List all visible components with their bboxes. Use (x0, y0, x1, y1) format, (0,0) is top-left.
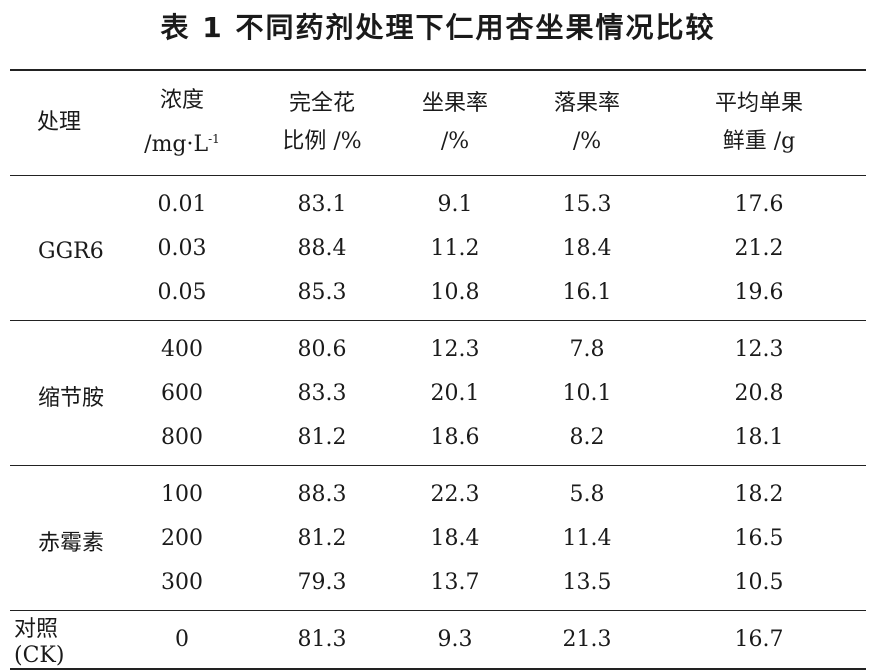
cell-concentration: 600 (161, 380, 203, 406)
cell-complete-flower: 81.3 (297, 627, 347, 652)
cell-fruit-drop: 5.8 (569, 481, 605, 507)
cell-fruit-set: 18.6 (430, 424, 480, 450)
header-complete-flower: 完全花 比例 /% (282, 91, 362, 154)
cell-concentration: 400 (161, 336, 203, 362)
cell-fresh-weight: 18.1 (734, 424, 784, 450)
cell-fresh-weight: 16.5 (734, 525, 784, 551)
cell-fruit-drop: 16.1 (562, 279, 612, 305)
group-ggr6: GGR6 0.01 83.1 9.1 15.3 17.6 0.03 88.4 1… (10, 176, 866, 321)
cell-complete-flower: 79.3 (297, 569, 347, 595)
cell-complete-flower: 83.1 (297, 191, 347, 217)
table-row: 600 83.3 20.1 10.1 20.8 (10, 371, 866, 415)
cell-complete-flower: 80.6 (297, 336, 347, 362)
header-fruit-drop: 落果率 /% (553, 91, 620, 154)
cell-fruit-set: 12.3 (430, 336, 480, 362)
cell-concentration: 300 (161, 569, 203, 595)
table-row: 0.03 88.4 11.2 18.4 21.2 (10, 226, 866, 270)
cell-concentration: 0.05 (157, 279, 207, 305)
cell-concentration: 200 (161, 525, 203, 551)
cell-fresh-weight: 20.8 (734, 380, 784, 406)
cell-fruit-drop: 11.4 (562, 525, 612, 551)
cell-concentration: 0 (175, 627, 189, 652)
group-name: 赤霉素 (38, 531, 105, 556)
cell-fruit-drop: 8.2 (569, 424, 605, 450)
cell-concentration: 100 (161, 481, 203, 507)
cell-fruit-drop: 7.8 (569, 336, 605, 362)
cell-complete-flower: 81.2 (297, 525, 347, 551)
group-control: 对照(CK) 0 81.3 9.3 21.3 16.7 (10, 611, 866, 670)
table-header: 处理 浓度 /mg·L-1 完全花 比例 /% 坐果率 /% 落果率 /% 平均… (10, 70, 866, 176)
table-row: 对照(CK) 0 81.3 9.3 21.3 16.7 (10, 611, 866, 670)
cell-complete-flower: 81.2 (297, 424, 347, 450)
cell-fresh-weight: 10.5 (734, 569, 784, 595)
cell-fruit-set: 22.3 (430, 481, 480, 507)
cell-complete-flower: 88.3 (297, 481, 347, 507)
cell-fruit-set: 13.7 (430, 569, 480, 595)
cell-concentration: 0.03 (157, 235, 207, 261)
cell-fresh-weight: 21.2 (734, 235, 784, 261)
header-fruit-set: 坐果率 /% (421, 91, 488, 154)
header-row: 处理 浓度 /mg·L-1 完全花 比例 /% 坐果率 /% 落果率 /% 平均… (10, 70, 866, 176)
header-treatment: 处理 (36, 110, 81, 135)
data-table: 处理 浓度 /mg·L-1 完全花 比例 /% 坐果率 /% 落果率 /% 平均… (10, 69, 866, 670)
table-row: GGR6 0.01 83.1 9.1 15.3 17.6 (10, 176, 866, 264)
cell-fruit-drop: 13.5 (562, 569, 612, 595)
header-fresh-weight: 平均单果 鲜重 /g (714, 91, 803, 154)
table-row: 200 81.2 18.4 11.4 16.5 (10, 516, 866, 560)
cell-fruit-drop: 15.3 (562, 191, 612, 217)
table-row: 300 79.3 13.7 13.5 10.5 (10, 560, 866, 611)
table-row: 0.05 85.3 10.8 16.1 19.6 (10, 270, 866, 321)
cell-fresh-weight: 17.6 (734, 191, 784, 217)
cell-concentration: 800 (161, 424, 203, 450)
cell-fruit-set: 20.1 (430, 380, 480, 406)
group-mepiquat: 缩节胺 400 80.6 12.3 7.8 12.3 600 83.3 20.1… (10, 321, 866, 466)
cell-concentration: 0.01 (157, 191, 207, 217)
cell-complete-flower: 85.3 (297, 279, 347, 305)
table-row: 赤霉素 100 88.3 22.3 5.8 18.2 (10, 466, 866, 557)
table-row: 800 81.2 18.6 8.2 18.1 (10, 415, 866, 466)
cell-fruit-drop: 21.3 (562, 627, 612, 652)
table-title: 表 1 不同药剂处理下仁用杏坐果情况比较 (160, 11, 716, 44)
cell-fruit-set: 10.8 (430, 279, 480, 305)
group-gibberellin: 赤霉素 100 88.3 22.3 5.8 18.2 200 81.2 18.4… (10, 466, 866, 611)
cell-complete-flower: 83.3 (297, 380, 347, 406)
cell-fruit-set: 18.4 (430, 525, 480, 551)
cell-complete-flower: 88.4 (297, 235, 347, 261)
header-concentration: 浓度 /mg·L-1 (144, 88, 220, 157)
group-name: 缩节胺 (38, 386, 105, 411)
cell-fresh-weight: 16.7 (734, 627, 784, 652)
group-name: GGR6 (38, 238, 104, 264)
cell-fresh-weight: 19.6 (734, 279, 784, 305)
cell-fresh-weight: 18.2 (734, 481, 784, 507)
cell-fruit-set: 9.1 (437, 191, 473, 217)
cell-fruit-drop: 10.1 (562, 380, 612, 406)
table-row: 缩节胺 400 80.6 12.3 7.8 12.3 (10, 321, 866, 412)
cell-fresh-weight: 12.3 (734, 336, 784, 362)
cell-fruit-drop: 18.4 (562, 235, 612, 261)
cell-fruit-set: 9.3 (437, 627, 473, 652)
group-name: 对照(CK) (14, 617, 65, 668)
cell-fruit-set: 11.2 (430, 235, 480, 261)
